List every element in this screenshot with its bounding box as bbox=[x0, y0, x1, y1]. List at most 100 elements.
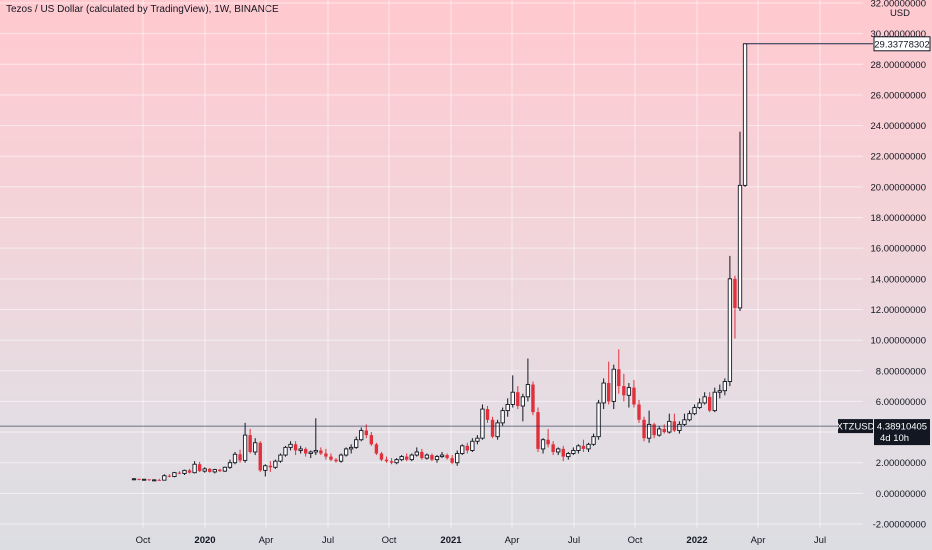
candle-body bbox=[622, 386, 626, 396]
candle-body bbox=[167, 475, 172, 477]
candle-body bbox=[424, 454, 430, 459]
candle bbox=[551, 441, 555, 456]
candle-body bbox=[218, 469, 222, 472]
candle bbox=[384, 456, 389, 463]
candle-body bbox=[394, 459, 399, 464]
candle bbox=[197, 461, 202, 472]
candle bbox=[667, 413, 672, 434]
candle bbox=[414, 447, 419, 457]
candle-body bbox=[551, 444, 555, 452]
candle bbox=[424, 453, 430, 460]
candle bbox=[283, 445, 288, 457]
y-tick-label: 12.00000000 bbox=[871, 305, 926, 316]
candle-body bbox=[455, 453, 460, 464]
candle bbox=[405, 453, 409, 462]
candle bbox=[536, 407, 540, 452]
candle bbox=[646, 410, 652, 443]
candle-body bbox=[697, 402, 702, 408]
candle bbox=[626, 383, 632, 408]
candle bbox=[379, 451, 384, 462]
candle-body bbox=[304, 448, 308, 454]
candle-body bbox=[591, 436, 596, 445]
candle-body bbox=[677, 423, 682, 431]
x-tick-label: Apr bbox=[751, 535, 766, 546]
candle-body bbox=[601, 382, 606, 404]
candle-body bbox=[131, 478, 137, 481]
candle bbox=[525, 358, 531, 402]
candle-body bbox=[702, 396, 707, 404]
candle bbox=[202, 467, 207, 473]
candle bbox=[288, 441, 293, 451]
candle-body bbox=[354, 439, 359, 448]
candle bbox=[485, 406, 490, 423]
y-tick-label: 30.00000000 bbox=[871, 29, 926, 40]
candle-body bbox=[439, 454, 445, 458]
candle-body bbox=[349, 446, 354, 450]
candle bbox=[450, 455, 454, 465]
candle bbox=[586, 442, 591, 452]
candle bbox=[712, 387, 717, 413]
grid-layer bbox=[0, 0, 863, 528]
candle bbox=[420, 448, 424, 460]
x-tick-label: Apr bbox=[259, 535, 274, 546]
candle-body bbox=[338, 454, 344, 462]
candle bbox=[253, 438, 258, 456]
candle bbox=[657, 425, 662, 437]
candle-body bbox=[334, 459, 338, 462]
candle bbox=[137, 478, 141, 481]
candle-body bbox=[485, 409, 490, 420]
candle-body bbox=[692, 407, 697, 415]
candle bbox=[389, 458, 394, 465]
candle-body bbox=[460, 445, 465, 454]
candle bbox=[359, 427, 364, 442]
candle-body bbox=[525, 384, 531, 398]
candle-body bbox=[253, 442, 258, 453]
candle bbox=[702, 392, 707, 405]
price-tag-countdown: 4d 10h bbox=[880, 433, 909, 444]
candle bbox=[152, 479, 157, 482]
candle bbox=[298, 445, 303, 454]
candle bbox=[561, 445, 565, 462]
candle bbox=[319, 447, 323, 456]
candle bbox=[697, 398, 702, 410]
candle-body bbox=[420, 451, 424, 459]
y-unit-label: USD bbox=[890, 8, 910, 19]
candle-body bbox=[687, 413, 692, 421]
candle-body bbox=[227, 462, 233, 468]
x-tick-label: Oct bbox=[136, 535, 151, 546]
x-tick-label: 2021 bbox=[440, 535, 462, 546]
candle bbox=[611, 364, 616, 410]
y-tick-label: 18.00000000 bbox=[871, 213, 926, 224]
candle-body bbox=[626, 387, 632, 396]
candle-body bbox=[682, 419, 687, 425]
candle-body bbox=[324, 453, 328, 457]
x-tick-label: 2022 bbox=[686, 535, 707, 546]
candle-body bbox=[369, 435, 374, 445]
candle bbox=[540, 438, 546, 454]
y-tick-label: 32.00000000 bbox=[871, 0, 926, 10]
candle bbox=[445, 453, 449, 460]
candle bbox=[349, 444, 354, 454]
candle-body bbox=[364, 430, 368, 436]
candle bbox=[737, 131, 743, 312]
candle bbox=[147, 479, 151, 481]
candle-body bbox=[708, 396, 712, 411]
y-tick-label: -2.00000000 bbox=[873, 520, 926, 531]
candle bbox=[218, 468, 222, 472]
candle-body bbox=[283, 446, 288, 456]
candle bbox=[460, 444, 465, 456]
candle bbox=[374, 442, 379, 456]
candle-body bbox=[278, 454, 283, 462]
candle bbox=[596, 399, 601, 440]
candle bbox=[268, 461, 273, 472]
candle-body bbox=[182, 469, 187, 474]
y-tick-label: 10.00000000 bbox=[871, 336, 926, 347]
candle-body bbox=[520, 396, 526, 407]
candle-body bbox=[581, 445, 586, 449]
candle bbox=[470, 438, 475, 452]
x-tick-label: Oct bbox=[628, 535, 643, 546]
candle bbox=[222, 466, 228, 472]
